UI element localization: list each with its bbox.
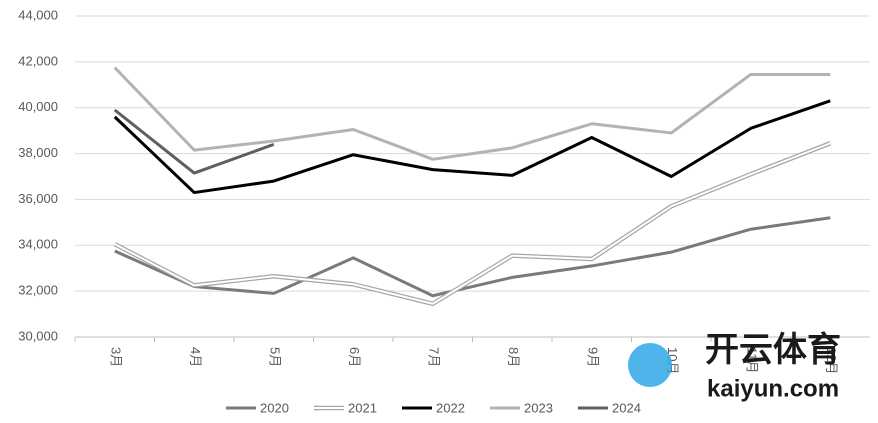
series-line xyxy=(114,216,831,298)
legend-label: 2024 xyxy=(612,400,641,415)
y-tick-label: 40,000 xyxy=(18,99,58,114)
y-tick-label: 34,000 xyxy=(18,237,58,252)
watermark-title: 开云体育 xyxy=(705,331,841,369)
legend-item: 2020 xyxy=(226,400,289,415)
y-tick-label: 30,000 xyxy=(18,328,58,343)
y-tick-label: 44,000 xyxy=(18,7,58,22)
legend-item: 2022 xyxy=(402,400,465,415)
y-tick-label: 36,000 xyxy=(18,191,58,206)
series-line xyxy=(113,66,831,161)
y-tick-label: 32,000 xyxy=(18,283,58,298)
x-tick-label: 11月 xyxy=(744,347,759,374)
series-line xyxy=(114,142,831,305)
x-tick-label: 8月 xyxy=(506,347,521,367)
legend-label: 2021 xyxy=(348,400,377,415)
legend-item: 2023 xyxy=(490,400,553,415)
watermark: 开云体育 kaiyun.com xyxy=(628,331,841,402)
legend-label: 2022 xyxy=(436,400,465,415)
x-tick-label: 7月 xyxy=(426,347,441,367)
y-tick-label: 38,000 xyxy=(18,145,58,160)
x-tick-label: 5月 xyxy=(267,347,282,367)
x-tick-label: 6月 xyxy=(347,347,362,367)
series-line xyxy=(113,108,275,175)
legend-label: 2023 xyxy=(524,400,553,415)
y-tick-label: 42,000 xyxy=(18,53,58,68)
legend-item: 2024 xyxy=(578,400,641,415)
watermark-subtitle: kaiyun.com xyxy=(707,375,839,402)
x-tick-label: 4月 xyxy=(188,347,203,367)
series-line xyxy=(113,99,831,195)
x-tick-label: 3月 xyxy=(108,347,123,367)
x-tick-label: 12月 xyxy=(824,347,839,374)
legend-item: 2021 xyxy=(314,400,377,415)
x-tick-label: 9月 xyxy=(585,347,600,367)
legend-label: 2020 xyxy=(260,400,289,415)
watermark-logo xyxy=(628,343,672,387)
